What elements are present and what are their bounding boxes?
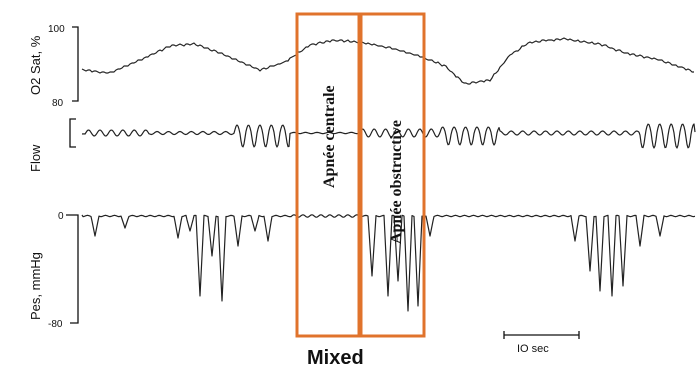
scale-bar-label: IO sec (517, 343, 549, 355)
scale-bar (503, 331, 580, 339)
o2-tick-100: 100 (48, 24, 65, 35)
o2-sat-axis (72, 26, 79, 102)
pes-trace (81, 214, 696, 312)
pes-tick-0: 0 (58, 211, 64, 222)
mixed-caption: Mixed (307, 347, 364, 369)
o2-tick-80: 80 (52, 98, 64, 109)
flow-trace (81, 123, 696, 149)
pes-axis (66, 214, 79, 324)
central-apnea-box (295, 12, 361, 338)
o2-sat-trace (81, 37, 694, 85)
pes-label: Pes, mmHg (28, 252, 43, 320)
obstructive-apnea-box (359, 12, 426, 338)
pes-tick-minus80: -80 (48, 319, 63, 330)
flow-label: Flow (28, 144, 43, 172)
central-apnea-label: Apnée centrale (321, 85, 338, 188)
o2-sat-label: O2 Sat, % (28, 35, 43, 95)
obstructive-apnea-label: Apnée obstructive (388, 120, 405, 244)
flow-axis (69, 118, 76, 148)
